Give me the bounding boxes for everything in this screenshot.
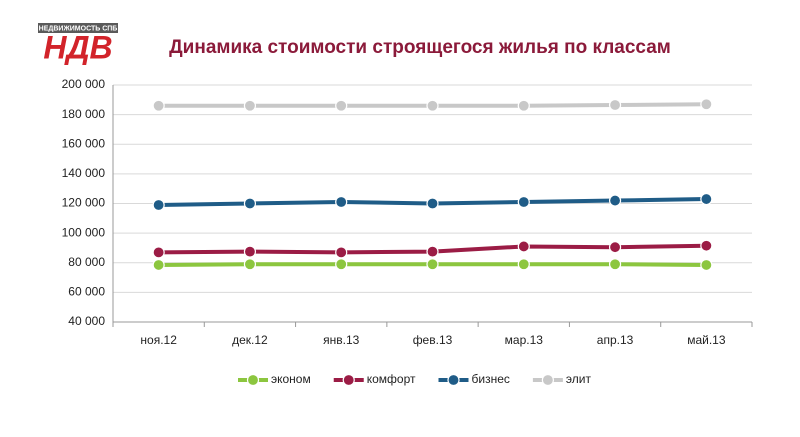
point: [243, 197, 257, 210]
legend-label: бизнес: [472, 372, 510, 386]
y-tick-label: 120 000: [62, 196, 106, 210]
point: [700, 239, 713, 252]
y-tick-label: 140 000: [62, 166, 106, 180]
point: [426, 99, 439, 112]
point: [608, 98, 622, 112]
point: [152, 198, 165, 212]
y-tick-label: 180 000: [62, 107, 106, 121]
point: [335, 99, 348, 112]
point: [243, 99, 257, 112]
y-tick-label: 80 000: [68, 255, 105, 269]
legend-label: эконом: [271, 372, 311, 386]
point: [517, 258, 530, 271]
y-tick-label: 40 000: [68, 314, 105, 328]
logo-top: НЕДВИЖИМОСТЬ СПБ: [39, 25, 118, 32]
legend-marker: [246, 373, 260, 387]
logo-banner: [38, 23, 118, 33]
logo-letters: НДВ: [43, 29, 112, 65]
point: [335, 246, 348, 259]
point: [700, 192, 713, 206]
point: [152, 246, 165, 259]
x-tick-label: дек.12: [232, 333, 268, 347]
x-tick-label: апр.13: [597, 333, 634, 347]
point: [517, 240, 530, 253]
x-tick-label: май.13: [687, 333, 726, 347]
legend-label: элит: [566, 372, 592, 386]
point: [608, 194, 622, 207]
chart-title: Динамика стоимости строящегося жилья по …: [169, 37, 671, 58]
y-tick-label: 100 000: [62, 225, 106, 239]
legend-marker: [541, 373, 554, 387]
point: [608, 241, 622, 254]
y-tick-label: 60 000: [68, 285, 105, 299]
point: [700, 98, 713, 111]
point: [426, 245, 439, 258]
point: [426, 258, 439, 271]
point: [700, 258, 713, 272]
y-tick-label: 160 000: [62, 136, 106, 150]
x-tick-label: мар.13: [505, 333, 544, 347]
point: [152, 258, 165, 272]
point: [608, 258, 622, 271]
point: [426, 197, 439, 210]
point: [335, 195, 348, 209]
x-tick-label: фев.13: [413, 333, 453, 347]
y-tick-label: 200 000: [62, 77, 106, 91]
x-tick-label: ноя.12: [140, 333, 177, 347]
point: [517, 99, 530, 112]
legend-marker: [342, 373, 355, 387]
point: [517, 195, 530, 209]
point: [243, 258, 257, 271]
x-tick-label: янв.13: [323, 333, 360, 347]
point: [243, 245, 257, 258]
point: [152, 99, 165, 112]
point: [335, 258, 348, 271]
legend-label: комфорт: [367, 372, 416, 386]
legend-marker: [447, 373, 460, 387]
